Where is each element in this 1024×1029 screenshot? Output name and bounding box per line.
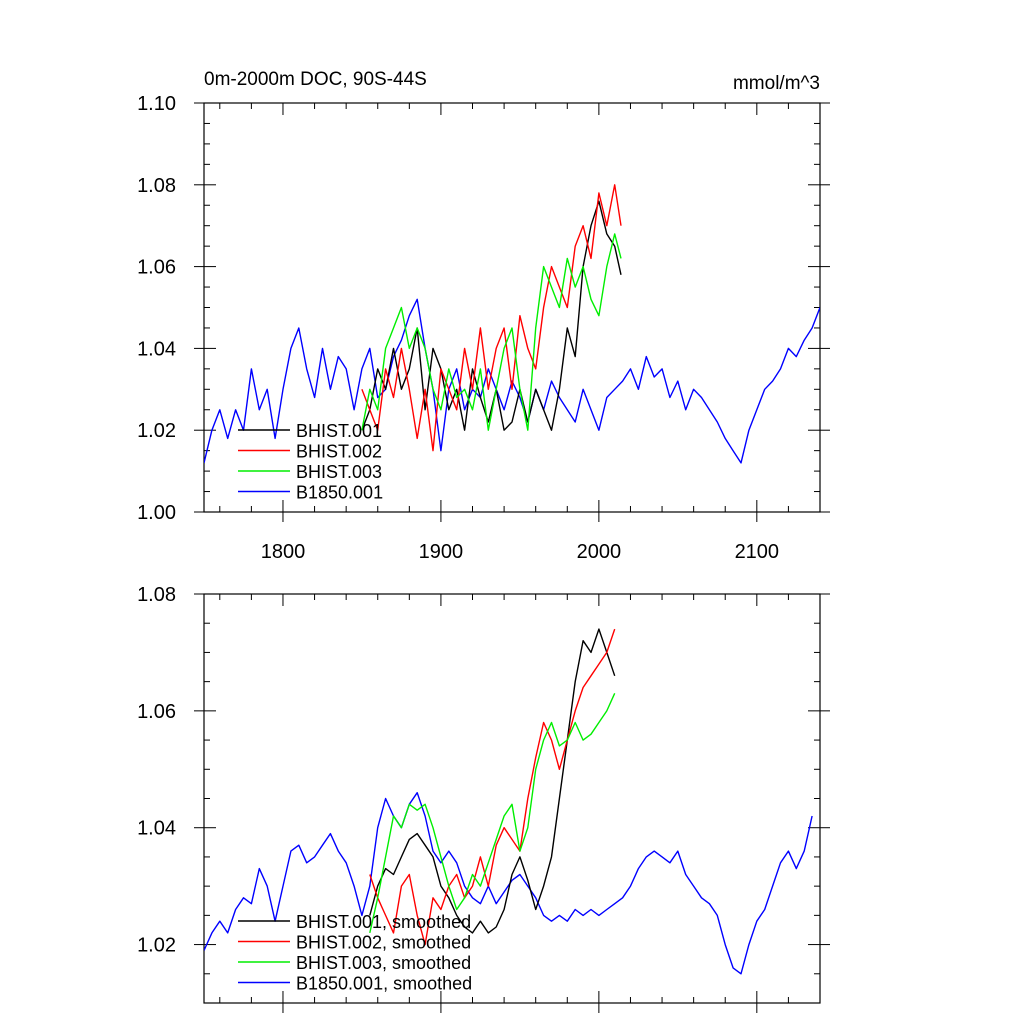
legend-label: BHIST.001 — [296, 421, 382, 441]
legend-label: BHIST.002 — [296, 442, 382, 462]
chart-title: 0m-2000m DOC, 90S-44S — [204, 69, 427, 90]
legend-label: BHIST.001, smoothed — [296, 912, 471, 932]
series-line-3 — [369, 693, 616, 934]
series-group — [204, 628, 813, 975]
series-line-4 — [204, 298, 820, 464]
x-tick-label: 2000 — [577, 541, 622, 563]
y-tick-label: 1.06 — [137, 257, 176, 279]
legend-label: B1850.001 — [296, 483, 383, 503]
y-tick-label: 1.10 — [137, 93, 176, 115]
series-line-2 — [369, 628, 616, 946]
y-tick-label: 1.04 — [137, 818, 176, 840]
y-tick-label: 1.00 — [137, 502, 176, 524]
series-line-4 — [204, 792, 813, 975]
chart-panel-1: 1800 1900 2000 2100 1.00 1.02 1.04 1.06 1.08 1.10… — [137, 69, 830, 563]
legend-label: BHIST.002, smoothed — [296, 933, 471, 953]
units-label: mmol/m^3 — [733, 73, 820, 94]
series-line-1 — [361, 200, 622, 431]
y-tick-label: 1.04 — [137, 338, 176, 360]
legend-label: BHIST.003 — [296, 462, 382, 482]
y-tick-label: 1.08 — [137, 584, 176, 606]
x-tick-label: 1900 — [419, 541, 464, 563]
y-tick-label: 1.02 — [137, 935, 176, 957]
x-tick-label: 2100 — [735, 541, 780, 563]
series-line-3 — [361, 233, 622, 431]
y-tick-label: 1.08 — [137, 175, 176, 197]
x-tick-label: 1800 — [261, 541, 306, 563]
y-tick-label: 1.02 — [137, 420, 176, 442]
y-tick-label: 1.06 — [137, 701, 176, 723]
series-line-2 — [361, 184, 622, 452]
series-line-1 — [369, 628, 616, 934]
legend-label: BHIST.003, smoothed — [296, 953, 471, 973]
legend-label: B1850.001, smoothed — [296, 974, 472, 994]
series-group — [204, 184, 820, 464]
